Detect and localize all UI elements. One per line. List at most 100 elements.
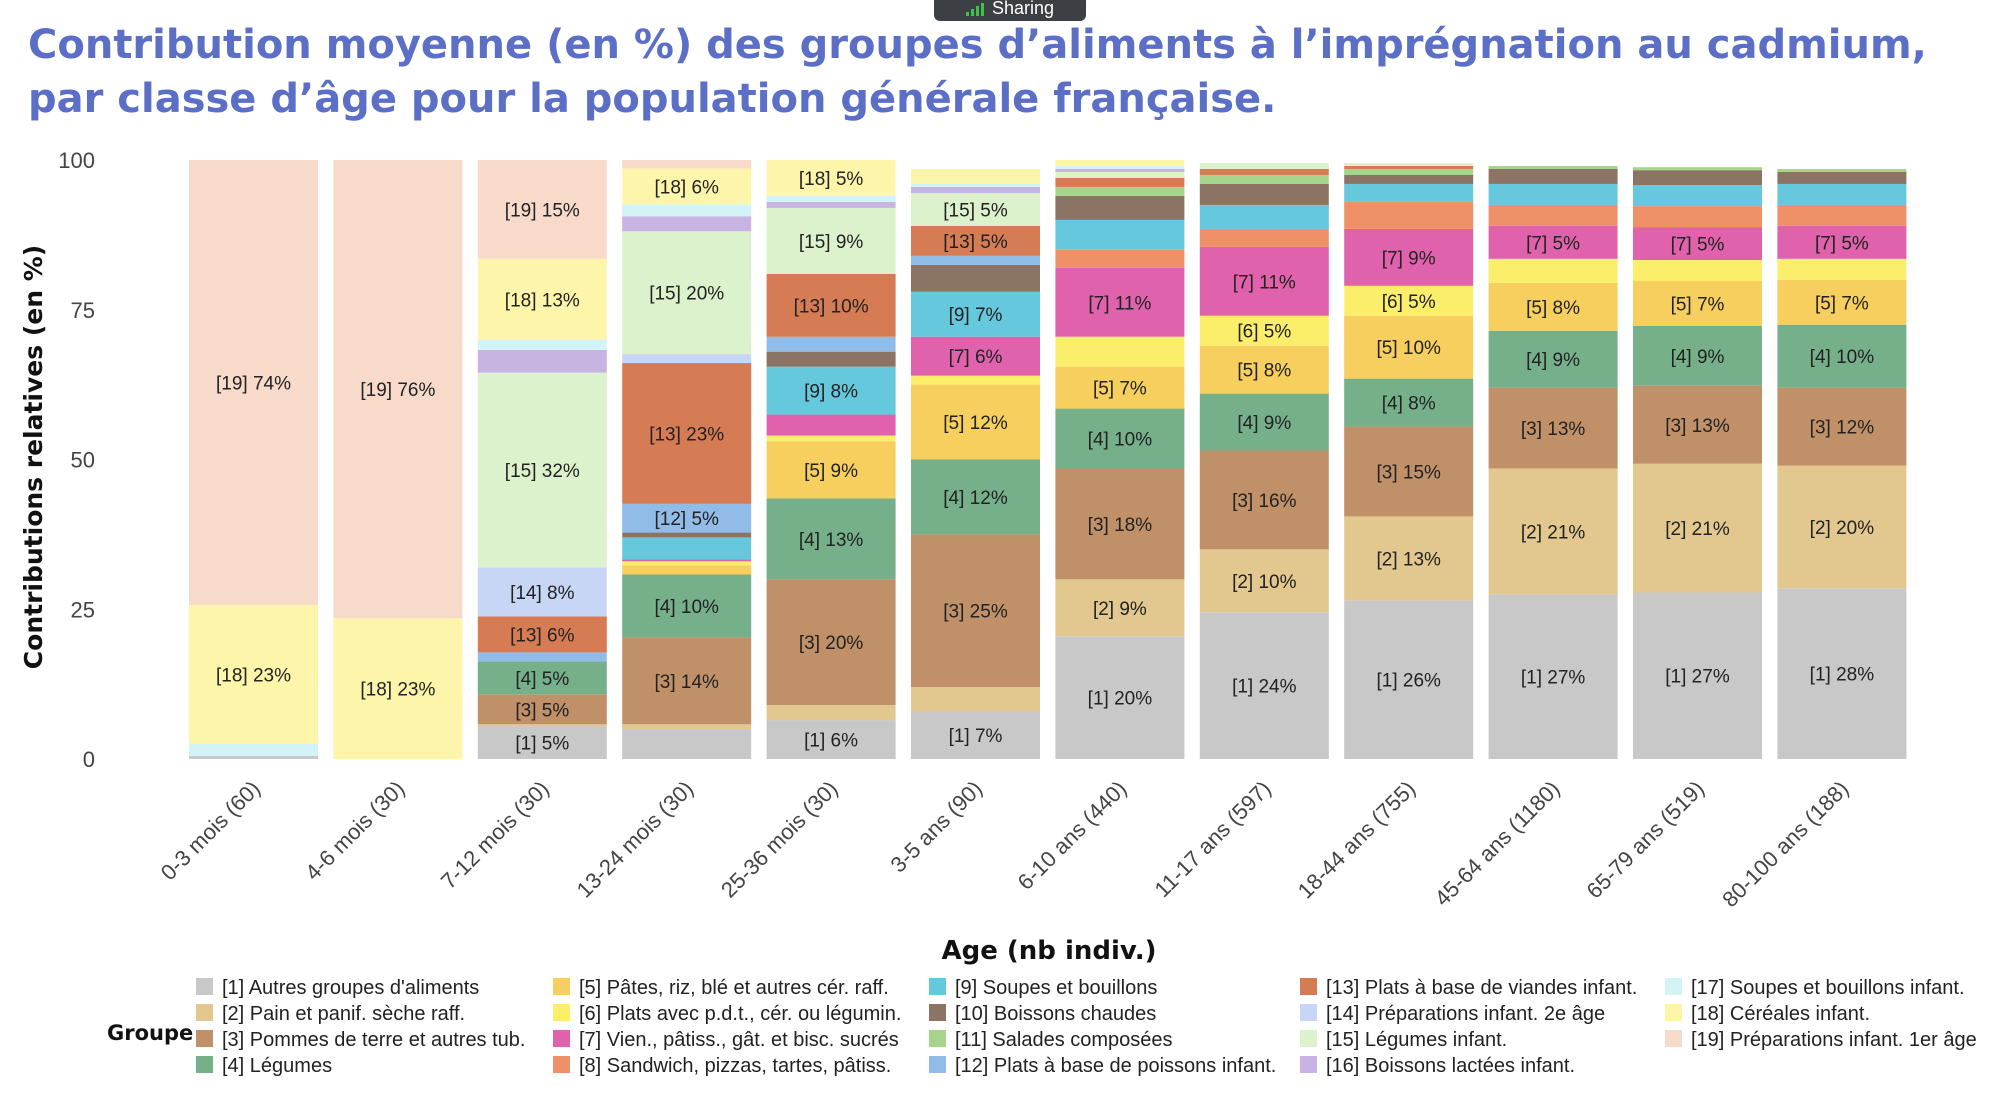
bar-segment-10 xyxy=(1488,168,1618,184)
bar-segment-1 xyxy=(911,711,1040,759)
y-axis-title: Contributions relatives (en %) xyxy=(19,245,48,669)
bar-segment-5 xyxy=(1055,366,1185,409)
segment-label: [13] 6% xyxy=(510,625,575,646)
x-tick-label: 4-6 mois (30) xyxy=(300,776,409,885)
segment-label: [13] 10% xyxy=(794,296,869,317)
segment-label: [5] 8% xyxy=(1526,298,1580,319)
legend-label: [2] Pain et panif. sèche raff. xyxy=(222,1003,465,1025)
bar-segment-18 xyxy=(1055,160,1185,166)
bar-segment-1 xyxy=(1199,612,1329,759)
bar-segment-14 xyxy=(477,567,607,617)
segment-label: [2] 13% xyxy=(1376,549,1441,570)
legend-swatch xyxy=(196,978,213,995)
y-tick-label: 75 xyxy=(71,298,95,323)
bar-segment-4 xyxy=(1777,324,1907,388)
bar-segment-9 xyxy=(1344,183,1474,202)
bar-segment-16 xyxy=(911,186,1040,193)
sharing-badge[interactable]: Sharing xyxy=(934,0,1086,21)
segment-label: [2] 9% xyxy=(1093,599,1147,620)
segment-label: [1] 5% xyxy=(515,734,569,755)
segment-label: [18] 23% xyxy=(360,680,435,701)
segment-label: [3] 15% xyxy=(1376,462,1441,483)
legend-label: [17] Soupes et bouillons infant. xyxy=(1691,977,1965,999)
bar-segment-5 xyxy=(1777,279,1907,325)
bar-segment-8 xyxy=(1633,206,1762,228)
legend-label: [18] Céréales infant. xyxy=(1691,1003,1870,1025)
x-tick-label: 80-100 ans (188) xyxy=(1717,776,1853,912)
bar-segment-5 xyxy=(911,384,1040,460)
bar-segment-3 xyxy=(622,637,752,725)
legend-swatch xyxy=(1665,1030,1682,1047)
bar-segment-3 xyxy=(1633,385,1762,464)
segment-label: [15] 32% xyxy=(505,461,580,482)
legend-item: [13] Plats à base de viandes infant. xyxy=(1300,977,1637,999)
segment-label: [3] 16% xyxy=(1232,491,1297,512)
bar-segment-7 xyxy=(622,559,752,562)
x-tick-label: 0-3 mois (60) xyxy=(156,776,265,885)
segment-label: [1] 26% xyxy=(1376,671,1441,692)
legend-swatch xyxy=(929,1004,946,1021)
segment-label: [7] 5% xyxy=(1815,233,1869,254)
bar-segment-17 xyxy=(911,183,1040,187)
legend-item: [8] Sandwich, pizzas, tartes, pâtiss. xyxy=(553,1055,891,1077)
bar-segment-6 xyxy=(1633,260,1762,281)
bar-segment-7 xyxy=(1777,225,1907,259)
legend-item: [9] Soupes et bouillons xyxy=(929,977,1157,999)
legend-swatch xyxy=(929,1056,946,1073)
bar-segment-4 xyxy=(1633,325,1762,386)
legend-label: [10] Boissons chaudes xyxy=(955,1003,1156,1025)
legend-item: [4] Légumes xyxy=(196,1055,332,1077)
legend-swatch xyxy=(929,978,946,995)
segment-label: [5] 8% xyxy=(1237,361,1291,382)
bar-segment-9 xyxy=(1199,204,1329,229)
bar-segment-5 xyxy=(1488,282,1618,331)
bar-segment-3 xyxy=(1488,387,1618,469)
bar-segment-4 xyxy=(477,661,607,695)
segment-label: [13] 5% xyxy=(943,232,1008,253)
segment-label: [7] 5% xyxy=(1671,235,1725,256)
legend-item: [17] Soupes et bouillons infant. xyxy=(1665,977,1965,999)
bar-segment-8 xyxy=(1055,249,1185,268)
bar-segment-10 xyxy=(1055,195,1185,220)
segment-label: [3] 5% xyxy=(515,700,569,721)
bar-segment-9 xyxy=(1488,183,1618,205)
bar-segment-15 xyxy=(622,231,752,355)
bar-segment-17 xyxy=(477,339,607,350)
bar-segment-10 xyxy=(766,351,896,367)
segment-label: [15] 20% xyxy=(649,284,724,305)
bar-segment-13 xyxy=(766,273,896,337)
segment-label: [13] 23% xyxy=(649,424,724,445)
legend-swatch xyxy=(1300,978,1317,995)
segment-label: [7] 9% xyxy=(1382,248,1436,269)
bar-segment-1 xyxy=(1055,636,1185,759)
segment-label: [9] 8% xyxy=(804,382,858,403)
bar-segment-7 xyxy=(1344,228,1474,286)
bar-segment-6 xyxy=(766,435,896,442)
bar-segment-18 xyxy=(189,605,318,745)
legend-item: [12] Plats à base de poissons infant. xyxy=(929,1055,1276,1077)
y-tick-label: 0 xyxy=(83,747,95,772)
bar-segment-7 xyxy=(911,336,1040,376)
page-title: Contribution moyenne (en %) des groupes … xyxy=(28,22,1927,122)
legend-swatch xyxy=(1665,1004,1682,1021)
x-axis-title: Age (nb indiv.) xyxy=(941,936,1156,966)
bar-segment-4 xyxy=(622,574,752,638)
segment-label: [19] 74% xyxy=(216,374,291,395)
bar-segment-6 xyxy=(1199,315,1329,346)
segment-label: [3] 25% xyxy=(943,602,1008,623)
legend-swatch xyxy=(553,1030,570,1047)
segment-label: [2] 10% xyxy=(1232,572,1297,593)
segment-label: [5] 9% xyxy=(804,461,858,482)
segment-label: [7] 11% xyxy=(1088,293,1151,314)
bar-segment-2 xyxy=(1055,579,1185,637)
bar-segment-2 xyxy=(622,724,752,730)
segment-label: [1] 27% xyxy=(1521,668,1586,689)
bar-65-79 ans (519): [1] 27% [2] 21% [3] 13% [4] 9% [5] 7% [7] 5% xyxy=(1633,167,1762,759)
legend-label: [11] Salades composées xyxy=(955,1029,1173,1051)
bar-segment-3 xyxy=(1055,468,1185,580)
bar-segment-5 xyxy=(622,565,752,575)
segment-label: [3] 14% xyxy=(654,672,719,693)
bar-segment-1 xyxy=(1777,588,1907,759)
bar-segment-3 xyxy=(1344,426,1474,517)
